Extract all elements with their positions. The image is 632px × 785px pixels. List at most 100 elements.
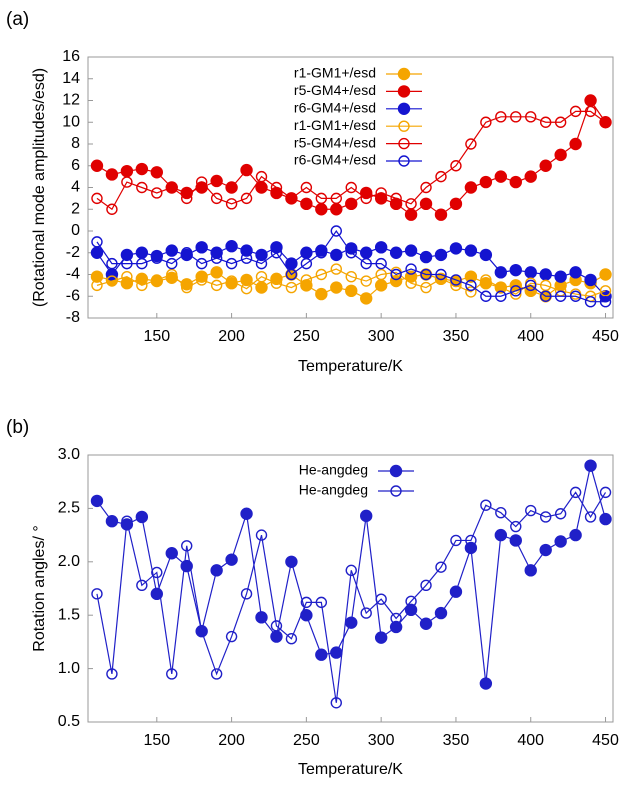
y-axis-label: (Rotational mode amplitudes/esd) <box>31 68 48 307</box>
data-point <box>479 175 493 189</box>
data-point <box>255 270 268 283</box>
data-point <box>599 486 612 499</box>
data-point <box>151 252 163 264</box>
data-point <box>539 279 552 292</box>
data-point <box>195 270 208 283</box>
data-point <box>91 279 103 292</box>
data-point <box>374 279 388 292</box>
data-point <box>390 192 402 205</box>
data-point <box>480 499 492 511</box>
data-point <box>345 270 357 283</box>
data-point <box>554 508 567 520</box>
data-point <box>509 175 522 189</box>
data-point <box>405 277 417 289</box>
data-point <box>554 290 567 302</box>
data-point <box>345 247 357 259</box>
data-point <box>495 290 507 302</box>
data-point <box>165 244 178 257</box>
data-point <box>151 274 163 286</box>
legend-marker <box>398 137 410 150</box>
data-point <box>510 111 522 123</box>
data-point <box>539 511 552 523</box>
data-point <box>300 257 313 270</box>
data-point <box>450 160 462 172</box>
data-point <box>255 257 268 270</box>
data-point <box>345 197 358 211</box>
data-point <box>404 244 418 257</box>
legend-marker <box>397 67 411 81</box>
data-point <box>225 257 238 270</box>
x-tick-label: 350 <box>443 732 470 749</box>
data-point <box>434 248 448 262</box>
x-tick-label: 150 <box>143 328 170 345</box>
data-point <box>449 197 463 211</box>
data-point <box>135 246 149 259</box>
y-tick-label: 2 <box>71 200 80 217</box>
data-point <box>465 279 477 292</box>
data-point <box>405 595 417 608</box>
data-point <box>166 257 178 270</box>
data-point <box>375 268 387 281</box>
data-point <box>136 279 148 292</box>
data-point <box>494 528 508 542</box>
data-point <box>210 668 223 680</box>
plot-frame <box>87 454 614 723</box>
data-point <box>315 287 328 301</box>
x-tick-label: 250 <box>293 732 320 749</box>
data-point <box>225 198 238 210</box>
data-point <box>450 274 462 286</box>
data-point <box>360 257 372 270</box>
data-point <box>389 620 403 634</box>
data-point <box>255 529 268 541</box>
data-point <box>195 241 208 254</box>
x-tick-label: 400 <box>517 732 544 749</box>
data-point <box>240 163 253 177</box>
data-point <box>210 252 223 264</box>
data-point <box>330 263 342 275</box>
x-tick-label: 450 <box>592 328 619 345</box>
data-point <box>584 295 597 308</box>
data-point <box>106 203 118 215</box>
data-point <box>135 162 149 176</box>
data-point <box>151 187 163 199</box>
data-point <box>300 246 313 259</box>
data-point <box>136 181 148 194</box>
data-point <box>270 277 283 289</box>
data-point <box>151 566 163 579</box>
data-point <box>106 257 118 270</box>
data-point <box>419 617 433 630</box>
data-point <box>389 246 403 259</box>
data-point <box>390 268 402 281</box>
data-point <box>240 252 253 264</box>
data-point <box>181 281 193 294</box>
legend-label: r6-GM4+/esd <box>294 152 376 168</box>
data-point <box>524 564 537 577</box>
y-tick-label: 4 <box>71 179 80 196</box>
data-point <box>360 275 372 287</box>
data-point <box>210 174 223 188</box>
data-point <box>255 281 268 294</box>
x-axis-label: Temperature/K <box>298 761 403 778</box>
data-point <box>569 266 582 279</box>
x-tick-label: 200 <box>218 328 245 345</box>
data-point <box>360 509 373 523</box>
y-axis-label: Rotation angles/ ° <box>31 525 48 651</box>
y-tick-label: 12 <box>62 92 80 109</box>
data-point <box>285 268 298 281</box>
y-tick-label: -8 <box>66 309 80 326</box>
data-point <box>345 284 358 298</box>
data-point <box>494 266 508 279</box>
data-point <box>300 274 313 286</box>
legend-marker <box>397 85 411 98</box>
legend-label: He-angdeg <box>299 462 368 478</box>
x-tick-label: 300 <box>368 732 395 749</box>
data-point <box>510 288 522 300</box>
data-point <box>195 274 208 286</box>
legend-marker <box>398 120 410 132</box>
data-point <box>435 268 447 281</box>
data-point <box>599 285 612 297</box>
data-point <box>181 540 193 552</box>
data-point <box>121 257 133 270</box>
data-point <box>420 181 432 194</box>
